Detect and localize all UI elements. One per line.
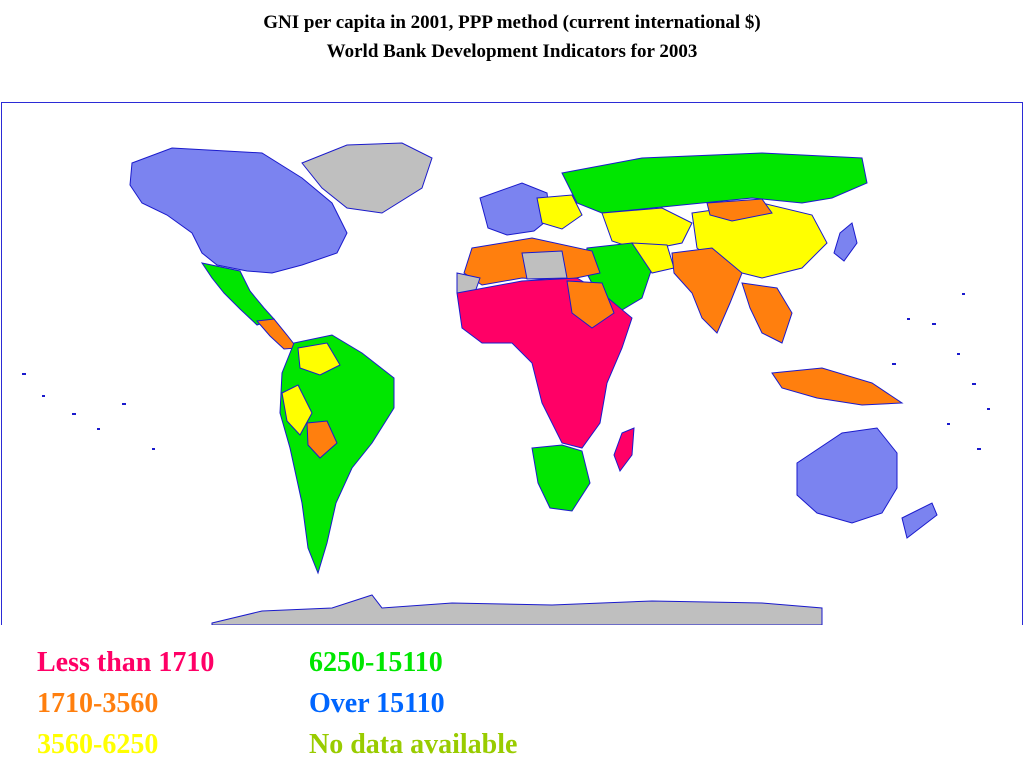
region-libya	[521, 250, 568, 280]
region-north-america	[129, 147, 348, 274]
map-title: GNI per capita in 2001, PPP method (curr…	[0, 8, 1024, 66]
legend-item-less-than-1710: Less than 1710	[37, 647, 215, 678]
region-japan	[833, 222, 858, 262]
region-australia	[796, 427, 898, 524]
legend-item-3560-6250: 3560-6250	[37, 729, 159, 760]
region-europe-west	[479, 182, 551, 236]
region-europe-east	[536, 194, 583, 230]
legend-item-1710-3560: 1710-3560	[37, 688, 159, 719]
region-south-america-north	[297, 342, 341, 376]
region-mongolia	[706, 198, 773, 222]
region-south-america	[279, 334, 395, 575]
region-bolivia	[306, 420, 338, 459]
world-map	[1, 102, 1023, 625]
region-new-zealand	[901, 502, 938, 539]
region-southern-africa	[531, 444, 591, 512]
region-sudan	[566, 280, 615, 329]
region-india	[671, 247, 743, 334]
region-central-asia	[601, 207, 693, 252]
region-antarctica	[211, 594, 823, 625]
region-greenland	[301, 142, 433, 214]
region-peru	[281, 384, 313, 436]
title-line-1: GNI per capita in 2001, PPP method (curr…	[263, 12, 761, 33]
legend-item-no-data: No data available	[309, 729, 518, 760]
region-southeast-asia	[741, 282, 793, 344]
region-indonesia	[771, 367, 904, 406]
region-central-america	[256, 318, 298, 350]
legend-item-6250-15110: 6250-15110	[309, 647, 443, 678]
pacific-islands	[22, 293, 990, 450]
title-line-2: World Bank Development Indicators for 20…	[326, 41, 698, 62]
legend-item-over-15110: Over 15110	[309, 688, 445, 719]
world-map-svg	[22, 142, 990, 625]
region-madagascar	[613, 427, 635, 473]
